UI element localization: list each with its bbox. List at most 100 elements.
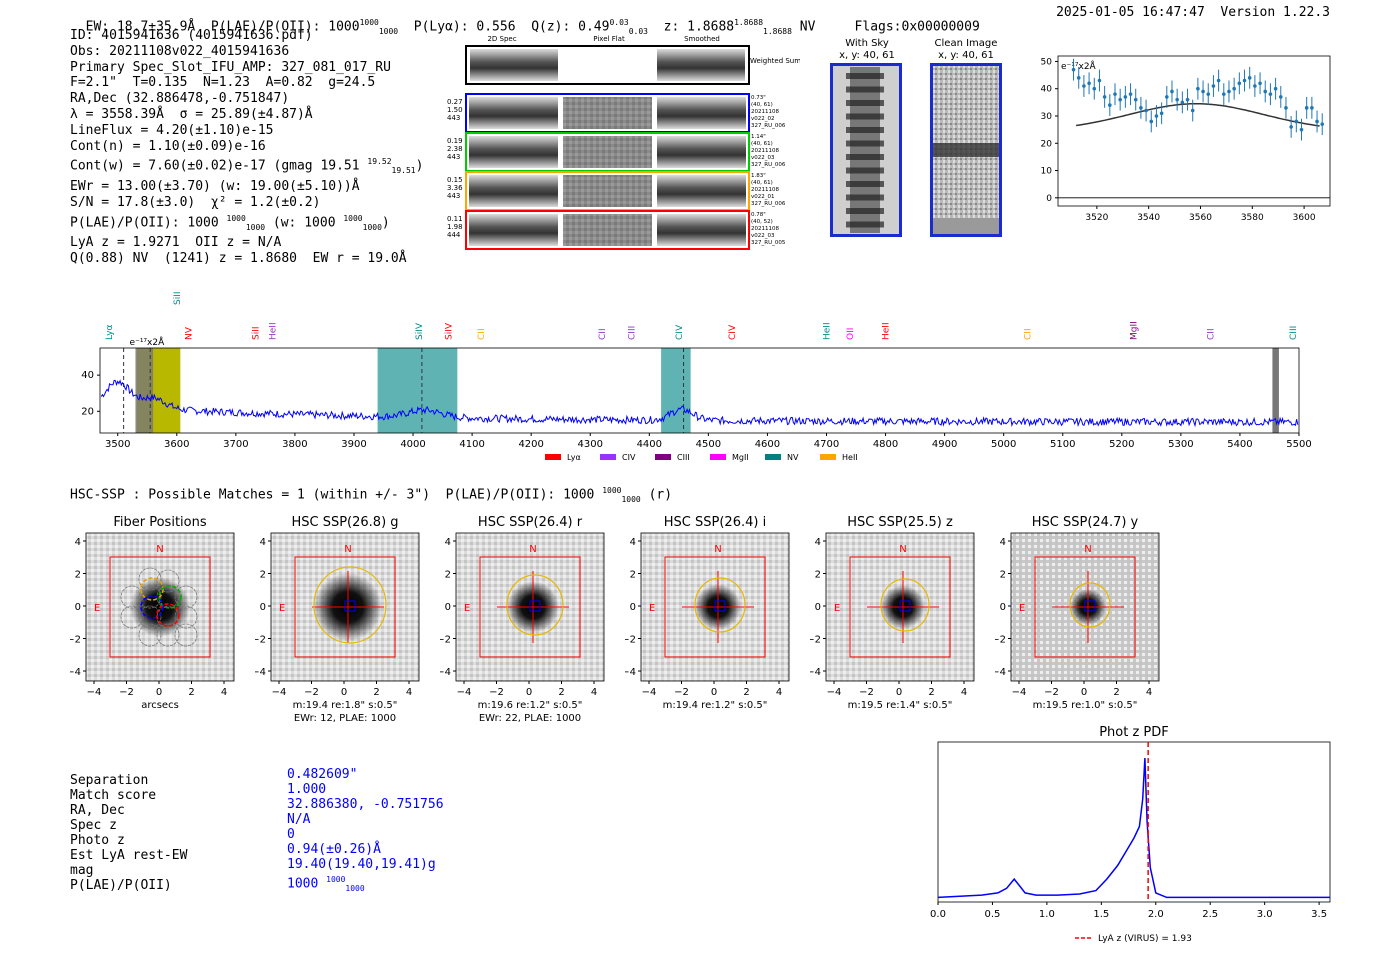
panel-xtick-label-5-2: 0 xyxy=(1081,687,1087,698)
panel-box-1 xyxy=(294,556,396,658)
cutout-row-flat-0 xyxy=(563,97,652,129)
panel-box-4 xyxy=(849,556,951,658)
sky-stripe-4 xyxy=(846,127,884,133)
spectrum-legend-swatch-3 xyxy=(710,454,726,460)
match-value-0: 0.482609" xyxy=(287,767,444,782)
fiber-3 xyxy=(138,585,162,609)
imaging-panel-svg-5: HSC SSP(24.7) y N E 4 2 0 −2 −4 −4 −2 0 2 4 m:19.5 re… xyxy=(991,515,1160,711)
match-value-text-3: N/A xyxy=(287,812,311,827)
spectrum-line-label-10: CIV xyxy=(675,324,685,340)
spectrum-line-label-13: OII xyxy=(846,328,856,340)
panel-ytick-label-5-0: 4 xyxy=(1000,537,1006,548)
cutout-row-left-2-2: 443 xyxy=(447,192,460,200)
panel-ytick-label-2-1: 2 xyxy=(445,570,451,581)
panel-title-5: HSC SSP(24.7) y xyxy=(1032,515,1139,530)
panel-aperture-3 xyxy=(694,577,746,633)
photz-xtick-label-6: 3.0 xyxy=(1257,909,1273,920)
zoom-xtick-label-1: 3540 xyxy=(1137,213,1160,223)
match-label-4: Photo z xyxy=(70,833,125,848)
zoom-ytick-label-4: 40 xyxy=(1041,85,1053,95)
panel-ytick-label-4-4: −4 xyxy=(810,667,821,678)
spectrum-legend-swatch-4 xyxy=(765,454,781,460)
panel-ytick-label-5-4: −4 xyxy=(995,667,1006,678)
zoom-point-24 xyxy=(1196,86,1200,91)
spectrum-xtick-label-13: 4800 xyxy=(873,439,898,450)
info-plae-bot: 1000 xyxy=(245,222,266,232)
panel-xtick-label-2-1: −2 xyxy=(489,687,504,698)
panel-ytick-label-2-3: −2 xyxy=(440,635,451,646)
panel-caption1-3: m:19.4 re:1.2" s:0.5" xyxy=(663,700,768,711)
zoom-point-12 xyxy=(1133,97,1138,102)
info-gmag-bot: 19.51 xyxy=(391,166,416,176)
spectrum-line-label-9: CIII xyxy=(628,326,638,340)
info-plaew-top: 1000 xyxy=(343,213,363,223)
panel-ytick-label-1-2: 0 xyxy=(260,602,266,613)
zoom-point-17 xyxy=(1159,111,1164,116)
cutout-row-right-0-2: 20211108 xyxy=(751,109,779,115)
panel-east-2: E xyxy=(464,603,470,614)
zoom-point-31 xyxy=(1232,86,1236,91)
panel-xtick-label-2-4: 4 xyxy=(591,687,597,698)
spectrum-mask-1 xyxy=(135,348,154,433)
cutout-row-flat-3 xyxy=(563,214,652,246)
zoom-point-40 xyxy=(1278,95,1283,99)
panel-ytick-label-0-2: 0 xyxy=(75,602,81,613)
match-label-5: Est LyA rest-EW xyxy=(70,848,188,863)
panel-ytick-label-1-1: 2 xyxy=(260,570,266,581)
sky-stripe-11 xyxy=(846,221,884,228)
cutout-row-2dspec-2 xyxy=(469,175,558,207)
weighted-sum-label: Weighted Sum xyxy=(750,57,800,65)
header-nv: NV xyxy=(799,19,816,35)
spectrum-xtick-label-17: 5200 xyxy=(1109,439,1134,450)
fiber-2 xyxy=(120,585,144,609)
zoom-frame xyxy=(1057,55,1331,207)
panel-xtick-label-5-0: −4 xyxy=(1012,687,1027,698)
header-summary: EW: 18.7±35.9Å P(LAE)/P(OII): 1000100010… xyxy=(70,3,980,36)
match-plae-top: 1000 xyxy=(326,875,346,884)
spectrum-line-label-8: CII xyxy=(598,328,608,340)
spectrum-xtick-label-8: 4300 xyxy=(578,439,603,450)
imaging-panel-svg-2: HSC SSP(26.4) r N E 4 2 0 −2 −4 −4 −2 0 2 4 m:19.6 re… xyxy=(436,515,605,724)
panel-ytick-label-1-4: −4 xyxy=(255,667,266,678)
cutout-row-right-0-0: 0.73" xyxy=(751,95,766,101)
panel-box-3 xyxy=(664,556,766,658)
match-value-2: 32.886380, -0.751756 xyxy=(287,797,444,812)
spectrum-line-label-3: HeII xyxy=(268,322,278,340)
sky-stripe-0 xyxy=(846,73,884,79)
panel-title-1: HSC SSP(26.8) g xyxy=(291,515,398,530)
zoom-point-30 xyxy=(1227,89,1231,94)
imaging-panel-0: Fiber Positions N E 4 2 0 −2 −4 −4 −2 0 2 4 arcsecs xyxy=(66,512,250,731)
panel-ytick-label-1-0: 4 xyxy=(260,537,266,548)
cutout-row-right-3-3: v022_03 xyxy=(751,233,775,239)
photz-xtick-label-4: 2.0 xyxy=(1148,909,1164,920)
match-value-6: 19.40(19.40,19.41)g xyxy=(287,857,444,872)
match-value-3: N/A xyxy=(287,812,444,827)
zoom-ytick-label-5: 50 xyxy=(1041,57,1053,67)
zoom-point-29 xyxy=(1221,92,1226,96)
match-label-6: mag xyxy=(70,863,94,878)
cutout-row-right-3-2: 20211108 xyxy=(751,226,779,232)
spectrum-line-label-18: CIII xyxy=(1289,326,1299,340)
spectrum-xtick-label-4: 3900 xyxy=(341,439,366,450)
spectrum-ytick-label-0: 20 xyxy=(81,406,94,417)
zoom-point-42 xyxy=(1289,125,1293,129)
cutout-row-right-1-3: v022_03 xyxy=(751,155,775,161)
cutout-row-2dspec-3 xyxy=(469,214,558,246)
header-z-bot: 1.8688 xyxy=(763,26,792,36)
panel-north-2: N xyxy=(529,544,536,555)
cutout-row-left-2-1: 3.36 xyxy=(447,184,463,192)
zoom-point-6 xyxy=(1102,95,1107,99)
spectrum-legend-swatch-0 xyxy=(545,454,561,460)
panel-xtick-label-1-1: −2 xyxy=(304,687,319,698)
panel-xtick-label-4-1: −2 xyxy=(859,687,874,698)
panel-east-4: E xyxy=(834,603,840,614)
spectrum-legend-label-4: NV xyxy=(787,453,799,462)
info-contw-text: Cont(w) = 7.60(±0.02)e-17 (gmag 19.51 xyxy=(70,158,360,174)
panel-ytick-label-2-4: −4 xyxy=(440,667,451,678)
panel-xtick-label-1-0: −4 xyxy=(272,687,287,698)
photz-xtick-label-0: 0.0 xyxy=(930,909,946,920)
panel-xtick-label-1-2: 0 xyxy=(341,687,347,698)
photz-xtick-label-1: 0.5 xyxy=(984,909,1000,920)
zoom-point-33 xyxy=(1242,78,1247,83)
clean-title: Clean Image x, y: 40, 61 xyxy=(928,38,1004,62)
